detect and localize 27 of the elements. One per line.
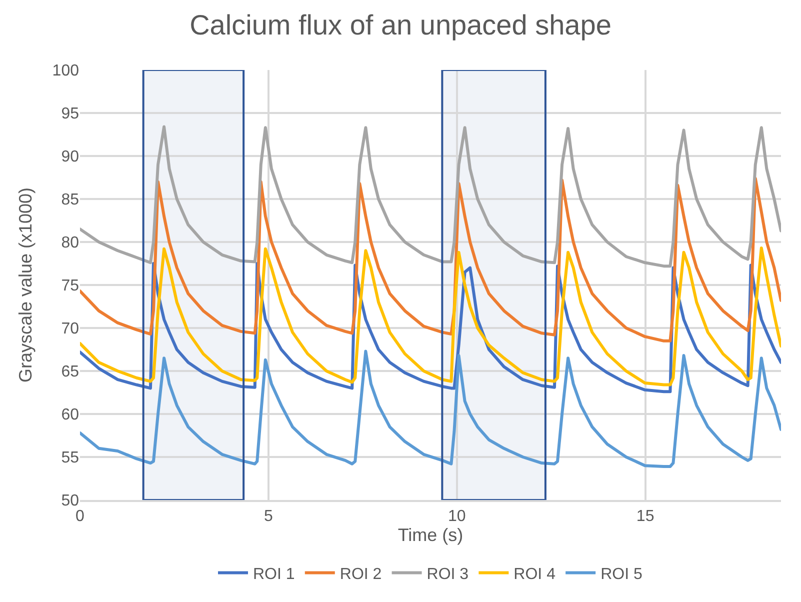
- y-tick-label: 85: [61, 192, 80, 209]
- x-tick-label: 10: [448, 508, 466, 525]
- y-tick-label: 50: [61, 492, 80, 510]
- x-tick-label: 15: [636, 508, 654, 525]
- legend-label: ROI 5: [600, 566, 642, 584]
- x-tick-label: 5: [264, 508, 273, 525]
- y-tick-label: 90: [61, 148, 80, 166]
- y-tick-label: 75: [61, 278, 80, 295]
- line-series: [80, 125, 781, 268]
- x-axis-title: Time (s): [398, 524, 464, 545]
- y-axis-title: Grayscale value (x1000): [15, 187, 36, 383]
- legend-label: ROI 3: [426, 566, 469, 584]
- y-tick-label: 70: [61, 320, 80, 338]
- line-series: [80, 246, 781, 386]
- chart-title: Calcium flux of an unpaced shape: [190, 10, 612, 41]
- y-tick-label: 95: [61, 106, 80, 123]
- line-series: [80, 350, 781, 468]
- y-tick-label: 100: [52, 62, 80, 80]
- line-series: [80, 176, 781, 342]
- legend-label: ROI 1: [253, 566, 295, 584]
- legend-label: ROI 4: [514, 566, 556, 584]
- x-tick-label: 0: [76, 508, 85, 525]
- y-tick-label: 60: [61, 406, 80, 424]
- y-tick-label: 80: [61, 234, 80, 252]
- y-tick-label: 55: [61, 450, 80, 467]
- y-tick-label: 65: [61, 364, 80, 381]
- legend-label: ROI 2: [340, 566, 382, 584]
